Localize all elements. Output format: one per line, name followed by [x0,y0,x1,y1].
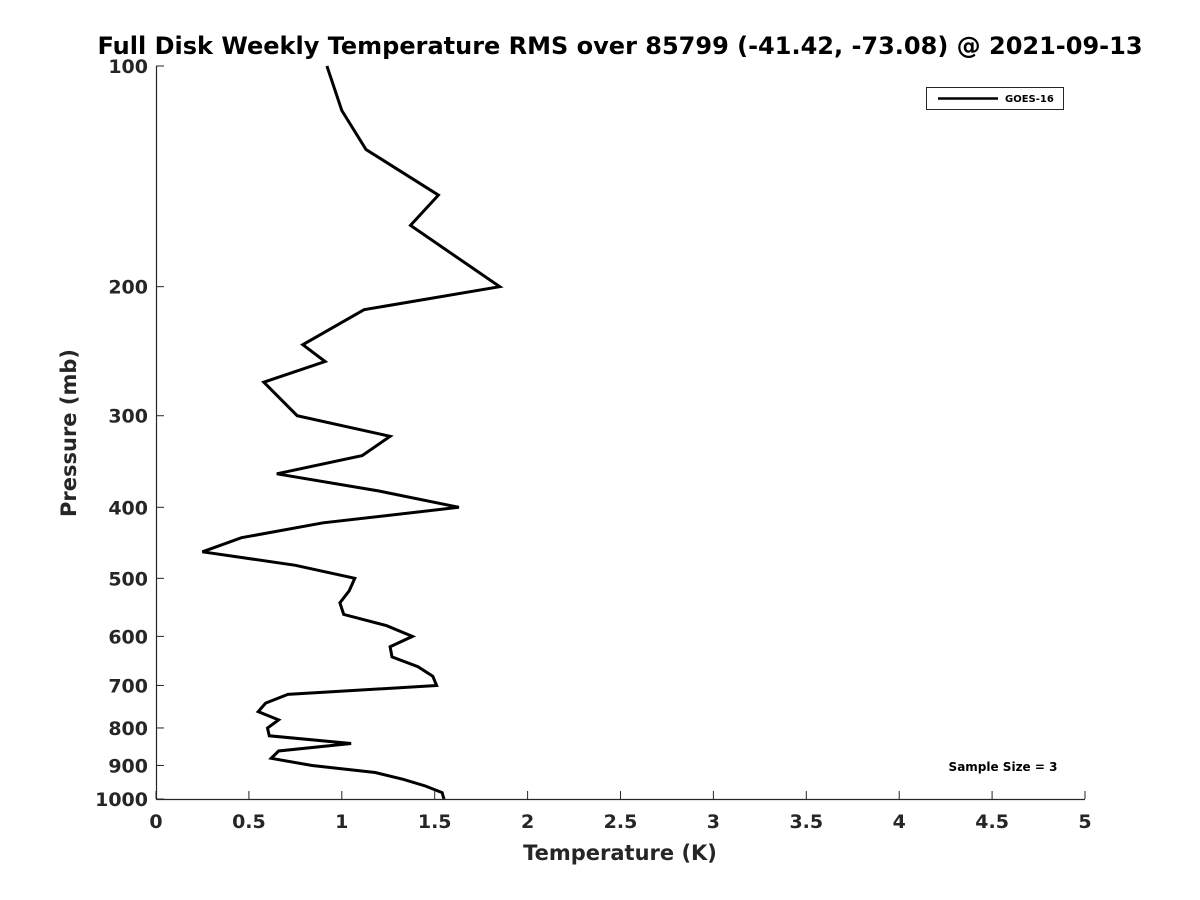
y-tick-label: 300 [108,406,148,428]
y-tick-label: 200 [108,277,148,299]
x-tick-label: 0 [149,811,162,833]
y-tick-label: 600 [108,626,148,648]
x-tick-label: 2.5 [604,811,638,833]
x-tick-label: 4 [893,811,906,833]
plot-area [201,65,504,800]
y-tick-label: 1000 [95,789,148,811]
y-tick-label: 900 [108,755,148,777]
x-tick-label: 3 [707,811,720,833]
x-tick-label: 3.5 [789,811,823,833]
x-tick-label: 0.5 [232,811,266,833]
y-tick-label: 100 [108,56,148,78]
legend: GOES-16 [926,87,1064,110]
chart-title: Full Disk Weekly Temperature RMS over 85… [97,32,1142,60]
x-tick-label: 4.5 [975,811,1009,833]
x-tick-label: 1 [335,811,348,833]
y-tick-label: 500 [108,568,148,590]
series-line-goes-16 [201,65,504,800]
x-tick-label: 2 [521,811,534,833]
y-tick-label: 700 [108,675,148,697]
sample-size-annotation: Sample Size = 3 [949,760,1058,774]
y-ticks: 100 200 300 400 500 600 700 800 900 1000 [95,56,164,811]
y-tick-label: 400 [108,497,148,519]
x-tick-label: 5 [1078,811,1091,833]
y-axis-label: Pressure (mb) [57,349,81,517]
y-tick-label: 800 [108,718,148,740]
x-ticks: 0 0.5 1 1.5 2 2.5 3 3.5 4 4.5 5 [149,791,1092,833]
legend-label-goes-16: GOES-16 [1005,94,1054,105]
axes [155,66,1085,801]
x-tick-label: 1.5 [418,811,452,833]
x-axis-label: Temperature (K) [523,841,717,865]
